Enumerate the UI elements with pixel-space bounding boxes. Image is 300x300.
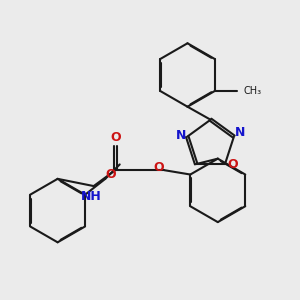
Text: O: O xyxy=(227,158,238,171)
Text: O: O xyxy=(110,130,121,143)
Text: O: O xyxy=(154,161,164,174)
Text: CH₃: CH₃ xyxy=(244,86,262,96)
Text: N: N xyxy=(235,126,245,139)
Text: O: O xyxy=(106,168,116,181)
Text: NH: NH xyxy=(81,190,102,203)
Text: N: N xyxy=(176,129,186,142)
